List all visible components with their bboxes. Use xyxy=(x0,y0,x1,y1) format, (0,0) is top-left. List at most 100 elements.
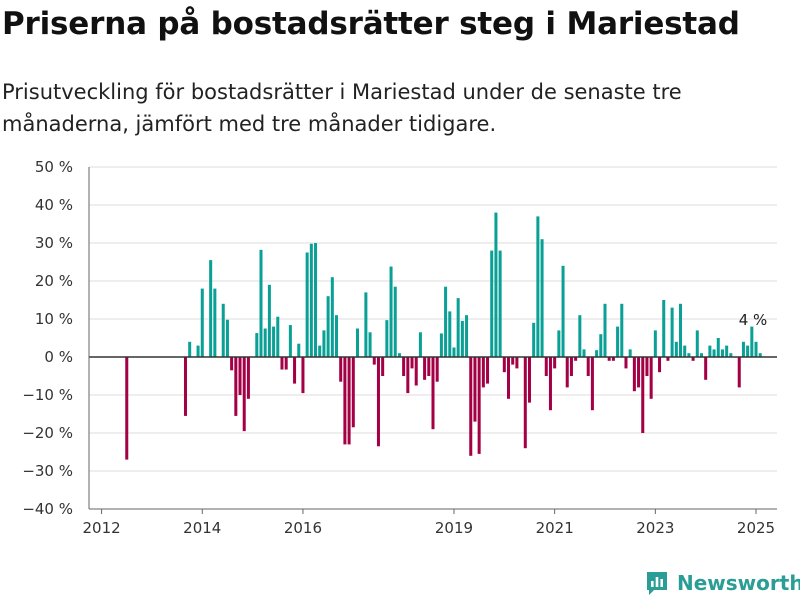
bar xyxy=(381,357,385,376)
bar xyxy=(297,343,301,357)
brand: Newsworthy xyxy=(645,568,800,598)
bar xyxy=(225,319,229,357)
bar xyxy=(376,357,380,447)
bar xyxy=(536,216,540,357)
bar xyxy=(574,357,578,361)
bar xyxy=(515,357,519,369)
bar xyxy=(318,345,322,357)
bar xyxy=(637,357,641,388)
bar xyxy=(389,266,393,357)
bar xyxy=(624,357,628,369)
y-tick-label: −10 % xyxy=(22,386,73,404)
bar xyxy=(494,212,498,357)
bar xyxy=(293,357,297,384)
bar xyxy=(372,357,376,365)
bar xyxy=(620,303,624,357)
bar xyxy=(578,315,582,357)
bar xyxy=(712,349,716,357)
bar xyxy=(330,277,334,357)
bar xyxy=(699,353,703,357)
bar xyxy=(423,357,427,380)
x-tick-label: 2023 xyxy=(636,519,674,537)
bar xyxy=(653,330,657,357)
bar xyxy=(439,333,443,357)
bar xyxy=(569,357,573,376)
bar xyxy=(486,357,490,384)
bar xyxy=(687,353,691,357)
bar xyxy=(326,296,330,357)
bar xyxy=(284,357,288,370)
bar xyxy=(414,357,418,386)
bar xyxy=(590,357,594,411)
y-tick-label: −30 % xyxy=(22,462,73,480)
bar xyxy=(276,316,280,357)
bar xyxy=(435,357,439,382)
bar xyxy=(234,357,238,416)
bar xyxy=(737,357,741,388)
bar xyxy=(670,307,674,357)
bar xyxy=(502,357,506,373)
y-axis: −40 % −30 % −20 % −10 % 0 % 10 % 20 % 30 % 40 % 5… xyxy=(22,158,73,518)
y-tick-label: 20 % xyxy=(35,272,73,290)
bar xyxy=(746,345,750,357)
bar xyxy=(213,288,217,357)
bar xyxy=(188,341,192,357)
bar xyxy=(343,357,347,445)
bar xyxy=(385,320,389,357)
bar xyxy=(322,330,326,357)
bar xyxy=(758,353,762,357)
latest-value-annotation: 4 % xyxy=(739,311,768,329)
bar xyxy=(301,357,305,394)
bar xyxy=(230,357,234,371)
bar xyxy=(691,357,695,361)
bar xyxy=(544,357,548,376)
bar xyxy=(314,243,318,357)
bar xyxy=(267,284,271,357)
bar xyxy=(603,303,607,357)
bar xyxy=(674,341,678,357)
bar xyxy=(347,357,351,445)
bar xyxy=(481,357,485,388)
bar xyxy=(355,328,359,357)
bar xyxy=(255,333,259,357)
chart-subtitle: Prisutveckling för bostadsrätter i Marie… xyxy=(2,80,682,136)
bar xyxy=(351,357,355,428)
bar xyxy=(402,357,406,376)
bar xyxy=(448,311,452,357)
bar xyxy=(582,349,586,357)
x-tick-label: 2012 xyxy=(82,519,120,537)
bar xyxy=(540,239,544,357)
bar xyxy=(183,357,187,416)
bar xyxy=(460,320,464,357)
bar xyxy=(221,303,225,357)
bar xyxy=(586,357,590,376)
bar xyxy=(523,357,527,449)
bar xyxy=(607,357,611,361)
bar xyxy=(628,349,632,357)
bar xyxy=(456,298,460,357)
bar xyxy=(704,357,708,380)
bar xyxy=(465,315,469,357)
bar xyxy=(335,315,339,357)
bar xyxy=(263,328,267,357)
bar xyxy=(427,357,431,376)
bar xyxy=(695,330,699,357)
y-tick-label: −20 % xyxy=(22,424,73,442)
bar xyxy=(246,357,250,399)
bar xyxy=(662,300,666,357)
bar xyxy=(242,357,246,432)
bar xyxy=(272,326,276,357)
bar-chart-logo-icon xyxy=(647,572,667,595)
y-tick-label: 40 % xyxy=(35,196,73,214)
bar xyxy=(280,357,284,370)
bar xyxy=(750,326,754,357)
x-tick-label: 2025 xyxy=(737,519,775,537)
bar xyxy=(716,338,720,357)
x-axis: 2012 2014 2016 2019 2021 2023 2025 xyxy=(82,509,775,537)
bar xyxy=(431,357,435,430)
brand-name: Newsworthy xyxy=(677,571,800,595)
bar xyxy=(200,288,204,357)
bar xyxy=(410,357,414,369)
bar xyxy=(305,252,309,357)
